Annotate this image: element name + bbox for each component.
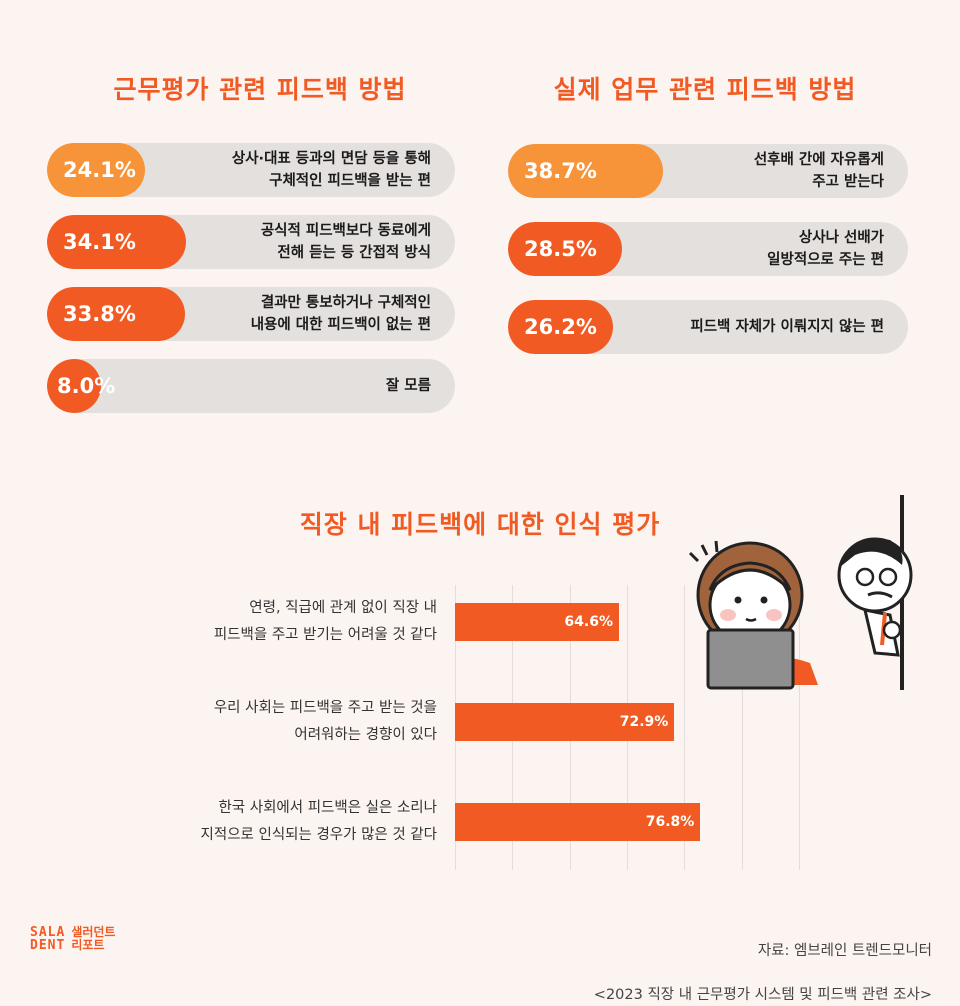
right-panel-title: 실제 업무 관련 피드백 방법 <box>553 75 857 104</box>
woman-with-laptop-illustration <box>696 541 818 690</box>
source-line-1: 자료: 엠브레인 트렌드모니터 <box>757 943 932 959</box>
bar <box>455 803 701 841</box>
gridline <box>799 585 800 870</box>
pill-fill <box>47 359 101 413</box>
worry-marks-icon <box>688 540 719 563</box>
pill-percent: 8.0% <box>57 374 116 398</box>
pill-percent: 28.5% <box>524 237 597 261</box>
bar-value-label: 72.9% <box>619 714 669 730</box>
logo-ko-bottom: 리포트 <box>71 938 105 952</box>
left-panel-title: 근무평가 관련 피드백 방법 <box>113 75 407 104</box>
left-panel-item: 34.1% 공식적 피드백보다 동료에게 전해 듣는 등 간접적 방식 <box>47 215 455 269</box>
pill-percent: 33.8% <box>63 302 136 326</box>
bar-category-label: 우리 사회는 피드백을 주고 받는 것을 어려워하는 경향이 있다 <box>213 700 437 743</box>
bar <box>455 603 619 641</box>
pill-label: 피드백 자체가 이뤄지지 않는 편 <box>690 319 884 335</box>
office-illustration <box>688 495 913 690</box>
pill-label: 선후배 간에 자유롭게 주고 받는다 <box>753 152 884 190</box>
bar-value-label: 76.8% <box>645 814 695 830</box>
logo-en-top: SALA <box>30 925 66 940</box>
pill-label: 공식적 피드백보다 동료에게 전해 듣는 등 간접적 방식 <box>260 223 431 261</box>
source-line-2: <2023 직장 내 근무평가 시스템 및 피드백 관련 조사> <box>593 987 932 1003</box>
logo-ko-top: 샐러던트 <box>71 925 116 939</box>
pill-label: 결과만 통보하거나 구체적인 내용에 대한 피드백이 없는 편 <box>250 295 431 333</box>
pill-fill <box>508 222 622 276</box>
bar-category-label: 연령, 직급에 관계 없이 직장 내 피드백을 주고 받기는 어려울 것 같다 <box>213 600 437 643</box>
pill-percent: 24.1% <box>63 158 136 182</box>
saladent-logo: SALA DENT 샐러던트 리포트 <box>30 925 116 953</box>
pill-label: 잘 모름 <box>385 378 431 394</box>
logo-en-bottom: DENT <box>30 938 66 953</box>
left-panel-item: 33.8% 결과만 통보하거나 구체적인 내용에 대한 피드백이 없는 편 <box>47 287 455 341</box>
pill-fill <box>47 287 185 341</box>
pill-percent: 26.2% <box>524 315 597 339</box>
pill-label: 상사나 선배가 일방적으로 주는 편 <box>767 230 884 268</box>
peeking-boss-illustration <box>837 495 913 690</box>
gridline <box>741 585 743 870</box>
pill-percent: 34.1% <box>63 230 136 254</box>
bar-value-label: 64.6% <box>564 614 613 630</box>
right-panel-item: 26.2% 피드백 자체가 이뤄지지 않는 편 <box>508 300 908 354</box>
pill-label: 상사·대표 등과의 면담 등을 통해 구체적인 피드백을 받는 편 <box>231 151 431 189</box>
left-panel-item: 24.1% 상사·대표 등과의 면담 등을 통해 구체적인 피드백을 받는 편 <box>47 143 455 197</box>
pill-percent: 38.7% <box>524 159 597 183</box>
pill-fill <box>47 143 146 197</box>
bar <box>455 703 675 741</box>
left-panel-item: 8.0% 잘 모름 <box>47 359 455 413</box>
gridline <box>684 585 686 870</box>
bar-category-label: 한국 사회에서 피드백은 실은 소리나 지적으로 인식되는 경우가 많은 것 같… <box>200 800 437 843</box>
chart-title: 직장 내 피드백에 대한 인식 평가 <box>299 510 661 539</box>
right-panel-item: 38.7% 선후배 간에 자유롭게 주고 받는다 <box>508 144 908 198</box>
pill-fill <box>508 144 663 198</box>
pill-fill <box>508 300 613 354</box>
right-panel-item: 28.5% 상사나 선배가 일방적으로 주는 편 <box>508 222 908 276</box>
pill-fill <box>47 215 187 269</box>
